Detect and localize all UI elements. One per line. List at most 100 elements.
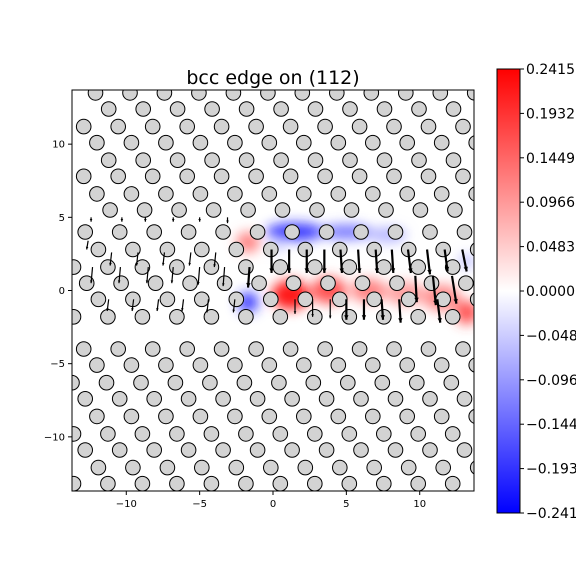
atom-marker — [72, 374, 80, 391]
atom-marker — [204, 152, 220, 168]
atom-marker — [420, 118, 437, 135]
atom-marker — [330, 134, 347, 151]
displacement-arrow — [144, 217, 147, 222]
atom-marker — [342, 152, 358, 168]
displacement-arrow — [380, 299, 385, 320]
displacement-arrow — [109, 252, 113, 266]
atom-marker — [317, 118, 333, 135]
colorbar-tick-label: −0.241 — [526, 506, 576, 522]
atom-marker — [213, 168, 230, 185]
displacement-arrow — [161, 252, 166, 266]
arrow-head — [433, 300, 438, 306]
atom-marker — [110, 118, 126, 135]
atom-marker — [169, 309, 185, 325]
atom-marker — [273, 152, 289, 168]
atom-marker — [263, 291, 279, 308]
atom-marker — [481, 153, 496, 168]
atom-marker — [480, 476, 495, 491]
atom-marker — [72, 475, 82, 491]
atom-marker — [213, 118, 230, 135]
colorbar-ticks: 0.2415 0.1932 0.1449 0.0966 0.0483 0.0000 −0.0… — [520, 62, 576, 522]
atom-marker — [251, 275, 267, 292]
arrow-head — [222, 283, 225, 287]
atom-marker — [343, 202, 360, 218]
displacement-arrow — [117, 267, 122, 284]
displacement-arrow — [213, 252, 217, 268]
arrow-head — [170, 280, 174, 284]
displacement-arrow — [181, 299, 185, 312]
atom-marker — [77, 224, 93, 240]
displacement-arrow — [198, 217, 201, 222]
atom-marker — [329, 90, 345, 101]
atom-marker — [238, 101, 255, 117]
atom-marker — [296, 357, 312, 373]
atom-marker — [238, 152, 255, 168]
atom-marker — [158, 357, 174, 373]
atom-marker — [307, 101, 324, 117]
atom-marker — [72, 259, 82, 275]
y-tick-label: −10 — [44, 432, 65, 443]
atom-marker — [332, 291, 348, 308]
atom-marker — [191, 90, 207, 101]
atom-marker — [284, 224, 300, 240]
atom-marker — [205, 202, 222, 218]
atom-marker — [374, 374, 391, 391]
atom-marker — [399, 186, 416, 202]
arrow-head — [311, 314, 314, 317]
atom-marker — [192, 408, 209, 425]
x-axis: −10 −5 0 5 10 — [116, 491, 426, 510]
atom-marker — [318, 224, 335, 240]
displacement-arrow — [406, 249, 413, 274]
arrow-head — [197, 281, 200, 285]
arrow-head — [380, 315, 385, 320]
atom-marker — [261, 408, 278, 425]
atom-marker — [238, 309, 254, 325]
atom-marker — [456, 224, 473, 240]
arrow-head — [135, 262, 139, 266]
atom-marker — [399, 357, 416, 373]
atom-marker — [309, 202, 325, 218]
atom-marker — [182, 275, 198, 292]
atom-marker — [444, 309, 461, 325]
atom-marker — [433, 134, 450, 151]
atom-marker — [215, 442, 231, 458]
arrow-head — [437, 317, 442, 323]
atom-marker — [272, 259, 289, 275]
atom-marker — [146, 224, 162, 240]
atom-marker — [90, 291, 107, 308]
atom-marker — [412, 202, 429, 218]
atom-marker — [332, 459, 348, 476]
atom-marker — [282, 168, 299, 185]
displacement-arrow — [171, 217, 175, 222]
atom-marker — [123, 357, 140, 373]
atom-marker — [194, 291, 210, 308]
atom-marker — [144, 341, 161, 357]
arrow-shaft — [450, 275, 458, 304]
atom-marker — [376, 426, 392, 442]
arrow-head — [453, 298, 458, 304]
atom-marker — [78, 275, 95, 292]
arrow-head — [398, 318, 403, 323]
atom-marker — [410, 475, 426, 491]
atom-marker — [249, 224, 266, 240]
displacement-arrow — [106, 299, 110, 312]
atom-marker — [320, 275, 336, 292]
atom-marker — [248, 168, 264, 185]
colorbar-tick-label: −0.096 — [526, 373, 576, 389]
displacement-arrow — [89, 217, 93, 222]
atom-marker — [167, 374, 184, 391]
atom-marker — [90, 241, 107, 258]
displacement-arrow — [328, 299, 332, 319]
atom-marker — [179, 168, 195, 185]
atom-marker — [90, 459, 107, 476]
atom-marker — [307, 152, 324, 168]
atom-marker — [282, 118, 299, 135]
atom-marker — [249, 391, 266, 407]
arrow-head — [226, 220, 229, 224]
arrow-head — [390, 268, 396, 273]
atom-marker — [146, 442, 162, 458]
arrow-head — [269, 268, 274, 273]
atom-marker — [378, 202, 394, 218]
atom-marker — [351, 118, 368, 135]
